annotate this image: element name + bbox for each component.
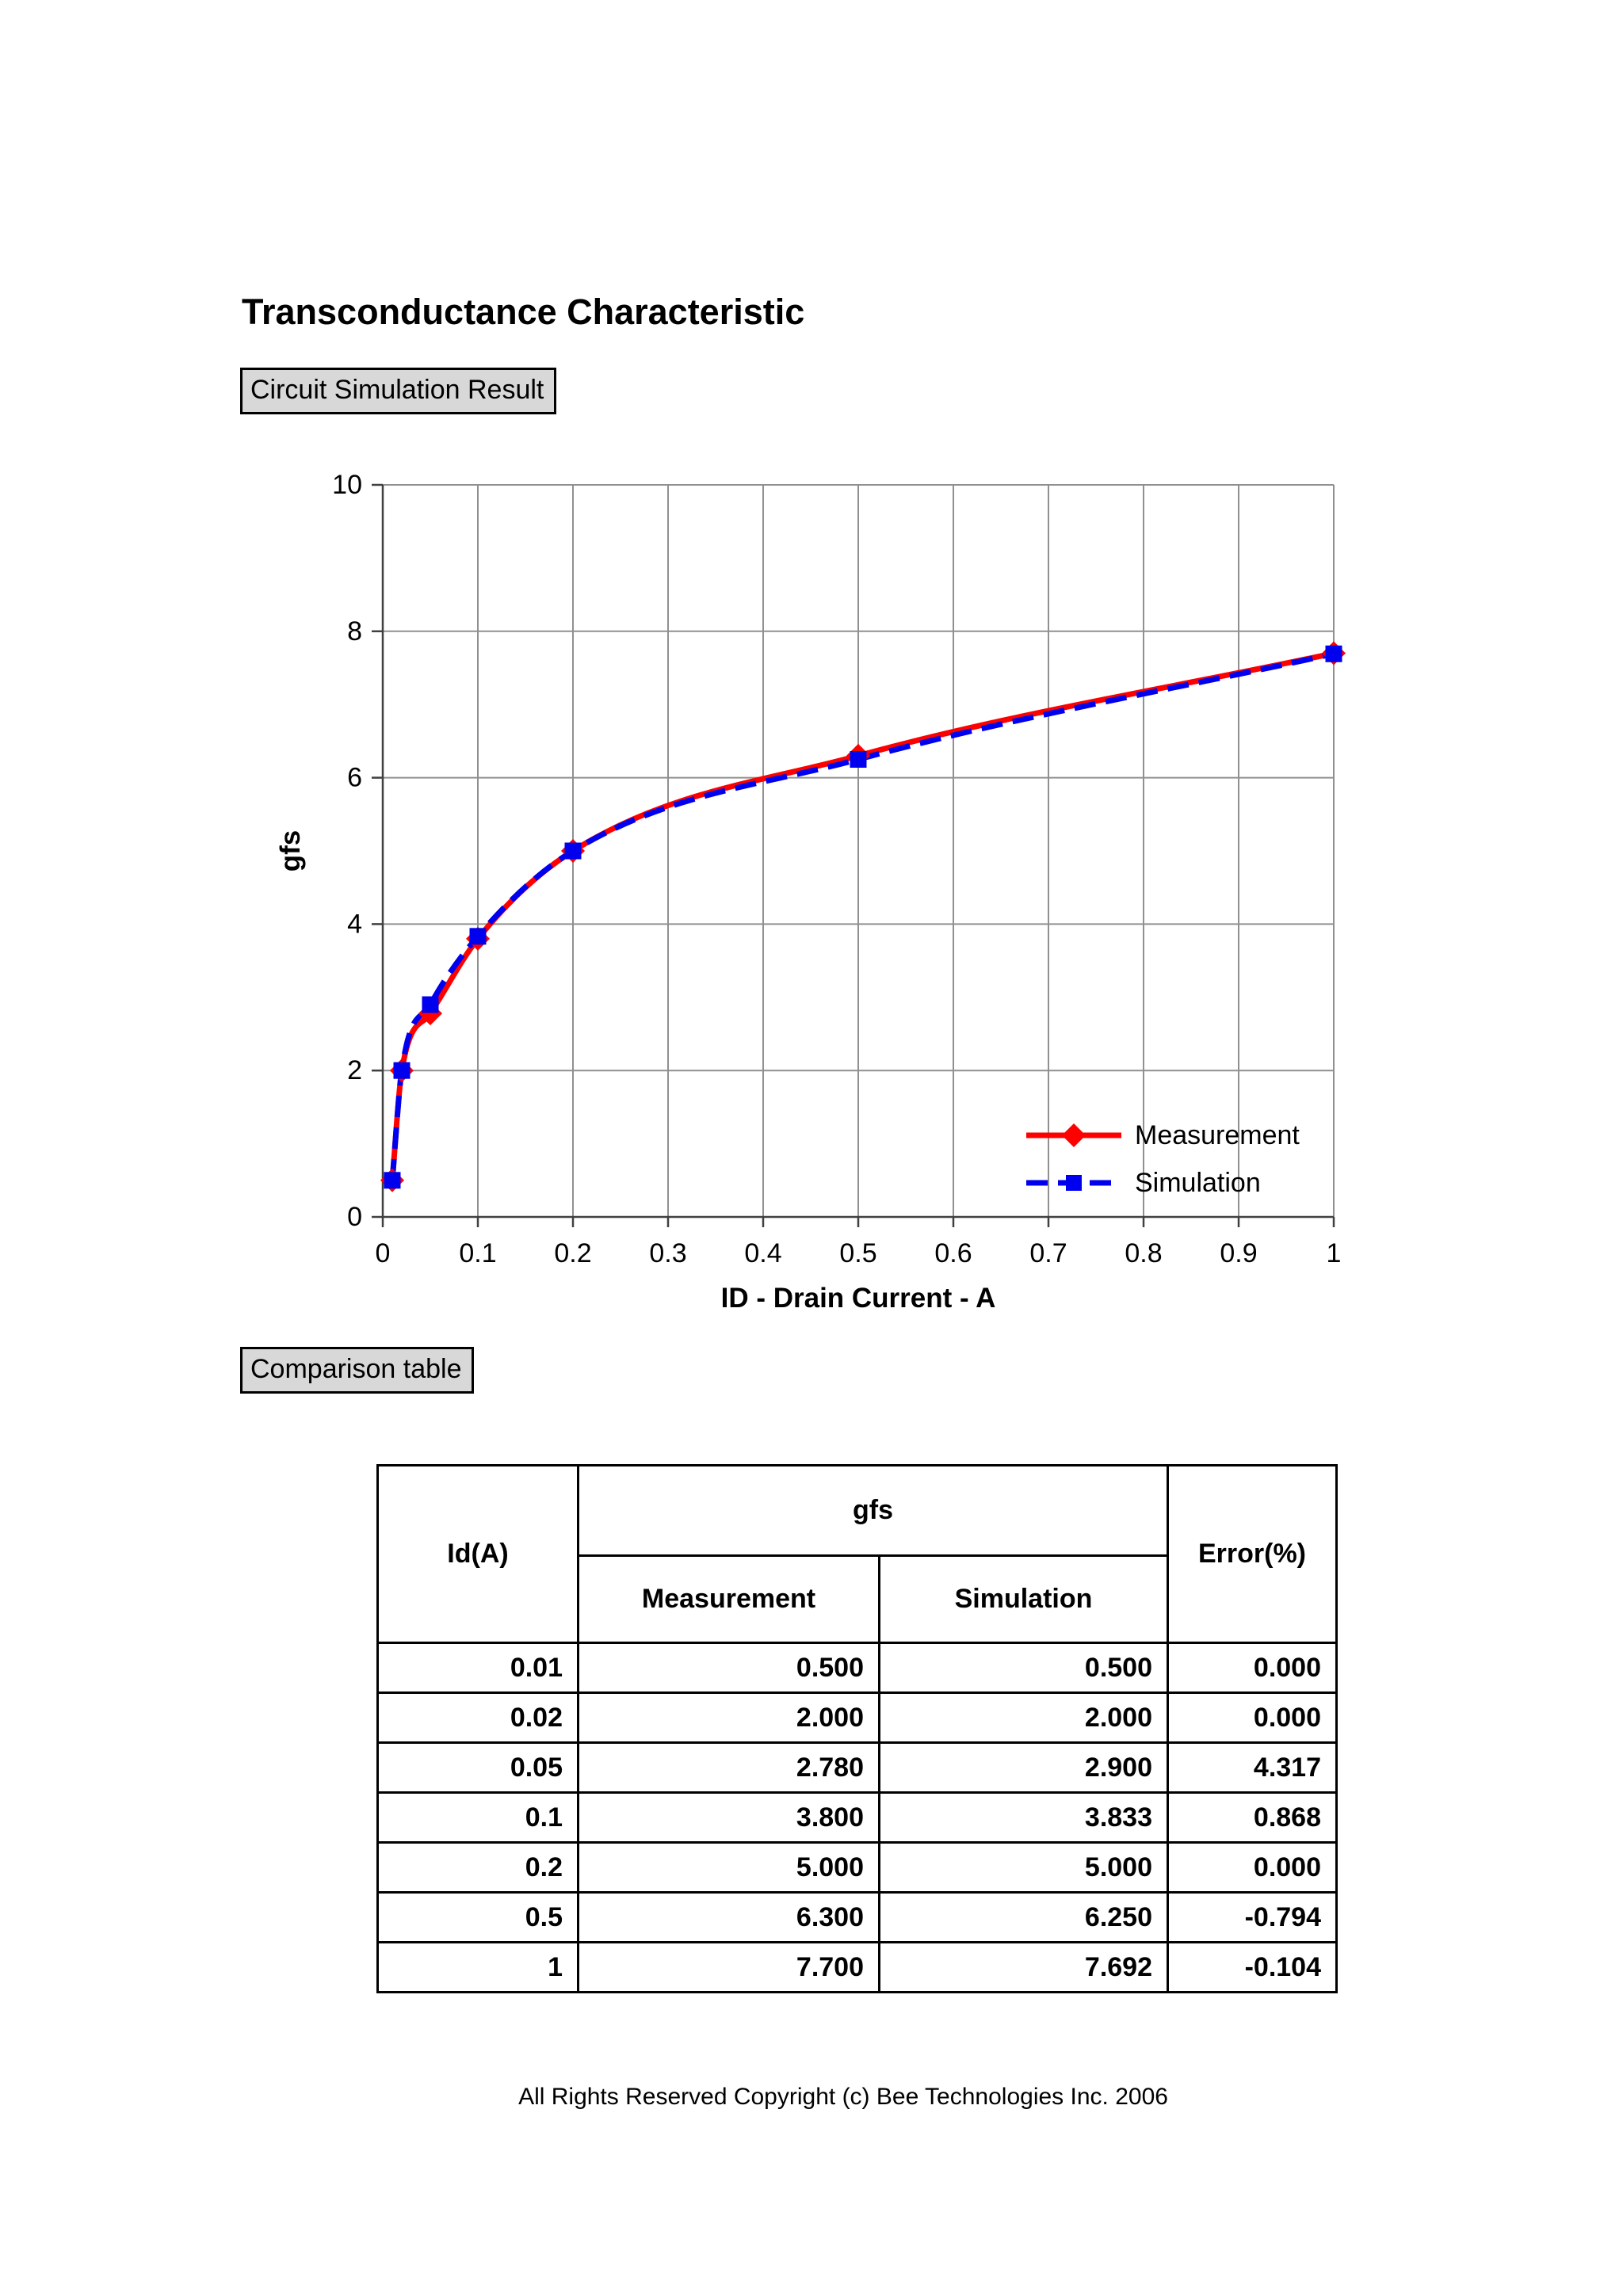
- table-header-error: Error(%): [1167, 1464, 1338, 1644]
- square-marker: [393, 1062, 411, 1079]
- table-cell: 0.500: [878, 1642, 1169, 1694]
- y-tick-label: 10: [332, 470, 362, 500]
- table-cell: 0.1: [376, 1791, 579, 1844]
- table-cell: -0.104: [1167, 1941, 1338, 1993]
- table-row: 0.01 0.500 0.500 0.000: [376, 1642, 1338, 1694]
- y-tick-label: 2: [347, 1055, 362, 1085]
- square-marker: [422, 996, 439, 1013]
- legend-measurement-label: Measurement: [1135, 1120, 1300, 1150]
- table-header-gfs: gfs: [577, 1464, 1169, 1557]
- square-marker: [469, 928, 487, 945]
- table-cell: 0.000: [1167, 1691, 1338, 1744]
- x-tick-label: 0.4: [744, 1238, 781, 1268]
- table-row: 0.02 2.000 2.000 0.000: [376, 1691, 1338, 1744]
- table-header-simulation: Simulation: [878, 1554, 1169, 1644]
- chart-tick-labels: 0 2 4 6 8 10 0 0.1 0.2 0.3 0.4 0.5 0.6 0.7 0.8 0.9 1: [332, 470, 1341, 1268]
- legend-simulation-label: Simulation: [1135, 1168, 1261, 1198]
- diamond-marker: [418, 1001, 442, 1026]
- square-marker: [384, 1172, 401, 1189]
- table-cell: 0.2: [376, 1841, 579, 1894]
- x-tick-label: 0.3: [649, 1238, 686, 1268]
- x-tick-label: 0.2: [554, 1238, 591, 1268]
- table-row: 0.2 5.000 5.000 0.000: [376, 1841, 1338, 1894]
- table-cell: 2.780: [577, 1741, 880, 1794]
- square-marker: [564, 842, 582, 860]
- table-cell: 7.700: [577, 1941, 880, 1993]
- y-tick-label: 6: [347, 763, 362, 793]
- table-cell: 3.833: [878, 1791, 1169, 1844]
- y-tick-label: 0: [347, 1202, 362, 1232]
- series-measurement-markers: [380, 641, 1346, 1192]
- comparison-table: Id(A) gfs Error(%) Measurement Simulatio…: [376, 1464, 1338, 1993]
- x-tick-label: 0: [376, 1238, 391, 1268]
- table-cell: 0.02: [376, 1691, 579, 1744]
- section-label-circuit-simulation-result: Circuit Simulation Result: [240, 368, 557, 414]
- series-measurement-line: [389, 650, 1335, 1181]
- x-tick-label: 0.1: [459, 1238, 496, 1268]
- comparison-table-header: Id(A) gfs Error(%) Measurement Simulatio…: [376, 1464, 1338, 1644]
- table-cell: 5.000: [878, 1841, 1169, 1894]
- table-cell: 2.900: [878, 1741, 1169, 1794]
- page-title: Transconductance Characteristic: [242, 292, 805, 332]
- square-marker: [850, 751, 867, 768]
- transconductance-chart: 0 2 4 6 8 10 0 0.1 0.2 0.3 0.4 0.5 0.6 0.7 0.8 0.9 1 ID -…: [238, 444, 1426, 1347]
- x-tick-label: 0.5: [839, 1238, 876, 1268]
- x-tick-label: 1: [1327, 1238, 1342, 1268]
- table-row: 0.5 6.300 6.250 -0.794: [376, 1891, 1338, 1943]
- table-row: 1 7.700 7.692 -0.104: [376, 1941, 1338, 1993]
- chart-legend: Measurement Simulation: [1026, 1120, 1300, 1198]
- comparison-table-body: 0.01 0.500 0.500 0.000 0.02 2.000 2.000 0.000 0.…: [376, 1642, 1338, 1993]
- chart-axes: [372, 483, 1335, 1227]
- table-cell: 0.01: [376, 1642, 579, 1694]
- table-cell: 4.317: [1167, 1741, 1338, 1794]
- copyright-footer: All Rights Reserved Copyright (c) Bee Te…: [518, 2084, 1168, 2110]
- x-axis-title: ID - Drain Current - A: [721, 1283, 996, 1314]
- square-marker: [1066, 1175, 1082, 1191]
- chart-gridlines: [383, 484, 1335, 1217]
- table-cell: 0.868: [1167, 1791, 1338, 1844]
- table-header-id: Id(A): [376, 1464, 579, 1644]
- table-cell: 7.692: [878, 1941, 1169, 1993]
- square-marker: [1325, 645, 1342, 662]
- table-cell: 0.500: [577, 1642, 880, 1694]
- series-simulation-markers: [384, 645, 1342, 1189]
- table-cell: 6.300: [577, 1891, 880, 1943]
- x-tick-label: 0.6: [934, 1238, 972, 1268]
- table-cell: -0.794: [1167, 1891, 1338, 1943]
- table-cell: 2.000: [577, 1691, 880, 1744]
- table-cell: 2.000: [878, 1691, 1169, 1744]
- y-tick-label: 4: [347, 909, 362, 939]
- table-row: 0.1 3.800 3.833 0.868: [376, 1791, 1338, 1844]
- section-label-comparison-table: Comparison table: [240, 1347, 475, 1394]
- table-cell: 6.250: [878, 1891, 1169, 1943]
- table-header-measurement: Measurement: [577, 1554, 880, 1644]
- y-axis-title: gfs: [275, 830, 306, 872]
- x-tick-label: 0.8: [1125, 1238, 1162, 1268]
- table-cell: 3.800: [577, 1791, 880, 1844]
- table-cell: 5.000: [577, 1841, 880, 1894]
- table-row: 0.05 2.780 2.900 4.317: [376, 1741, 1338, 1794]
- x-tick-label: 0.7: [1029, 1238, 1067, 1268]
- table-cell: 1: [376, 1941, 579, 1993]
- y-tick-label: 8: [347, 616, 362, 646]
- table-cell: 0.05: [376, 1741, 579, 1794]
- diamond-marker: [1062, 1123, 1086, 1147]
- series-simulation-line: [389, 650, 1335, 1181]
- table-cell: 0.000: [1167, 1642, 1338, 1694]
- table-cell: 0.000: [1167, 1841, 1338, 1894]
- table-cell: 0.5: [376, 1891, 579, 1943]
- x-tick-label: 0.9: [1220, 1238, 1257, 1268]
